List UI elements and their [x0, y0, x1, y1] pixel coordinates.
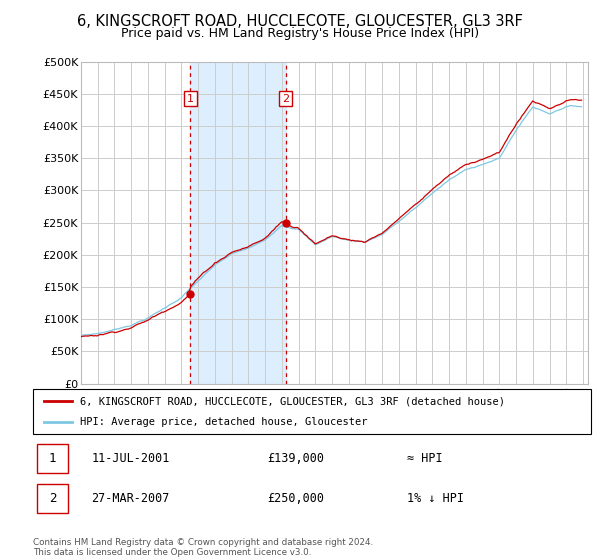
Text: 2: 2 — [49, 492, 56, 506]
Text: ≈ HPI: ≈ HPI — [407, 451, 442, 465]
Text: 27-MAR-2007: 27-MAR-2007 — [92, 492, 170, 506]
Text: Contains HM Land Registry data © Crown copyright and database right 2024.
This d: Contains HM Land Registry data © Crown c… — [33, 538, 373, 557]
FancyBboxPatch shape — [37, 484, 68, 514]
Text: 6, KINGSCROFT ROAD, HUCCLECOTE, GLOUCESTER, GL3 3RF: 6, KINGSCROFT ROAD, HUCCLECOTE, GLOUCEST… — [77, 14, 523, 29]
FancyBboxPatch shape — [37, 444, 68, 473]
Text: 2: 2 — [282, 94, 289, 104]
Text: HPI: Average price, detached house, Gloucester: HPI: Average price, detached house, Glou… — [80, 417, 368, 427]
Text: 6, KINGSCROFT ROAD, HUCCLECOTE, GLOUCESTER, GL3 3RF (detached house): 6, KINGSCROFT ROAD, HUCCLECOTE, GLOUCEST… — [80, 396, 505, 407]
Text: 1% ↓ HPI: 1% ↓ HPI — [407, 492, 464, 506]
Text: £139,000: £139,000 — [268, 451, 325, 465]
Bar — [190, 62, 286, 384]
Text: 11-JUL-2001: 11-JUL-2001 — [92, 451, 170, 465]
Text: 1: 1 — [187, 94, 194, 104]
Text: 1: 1 — [49, 451, 56, 465]
Text: £250,000: £250,000 — [268, 492, 325, 506]
Text: Price paid vs. HM Land Registry's House Price Index (HPI): Price paid vs. HM Land Registry's House … — [121, 27, 479, 40]
